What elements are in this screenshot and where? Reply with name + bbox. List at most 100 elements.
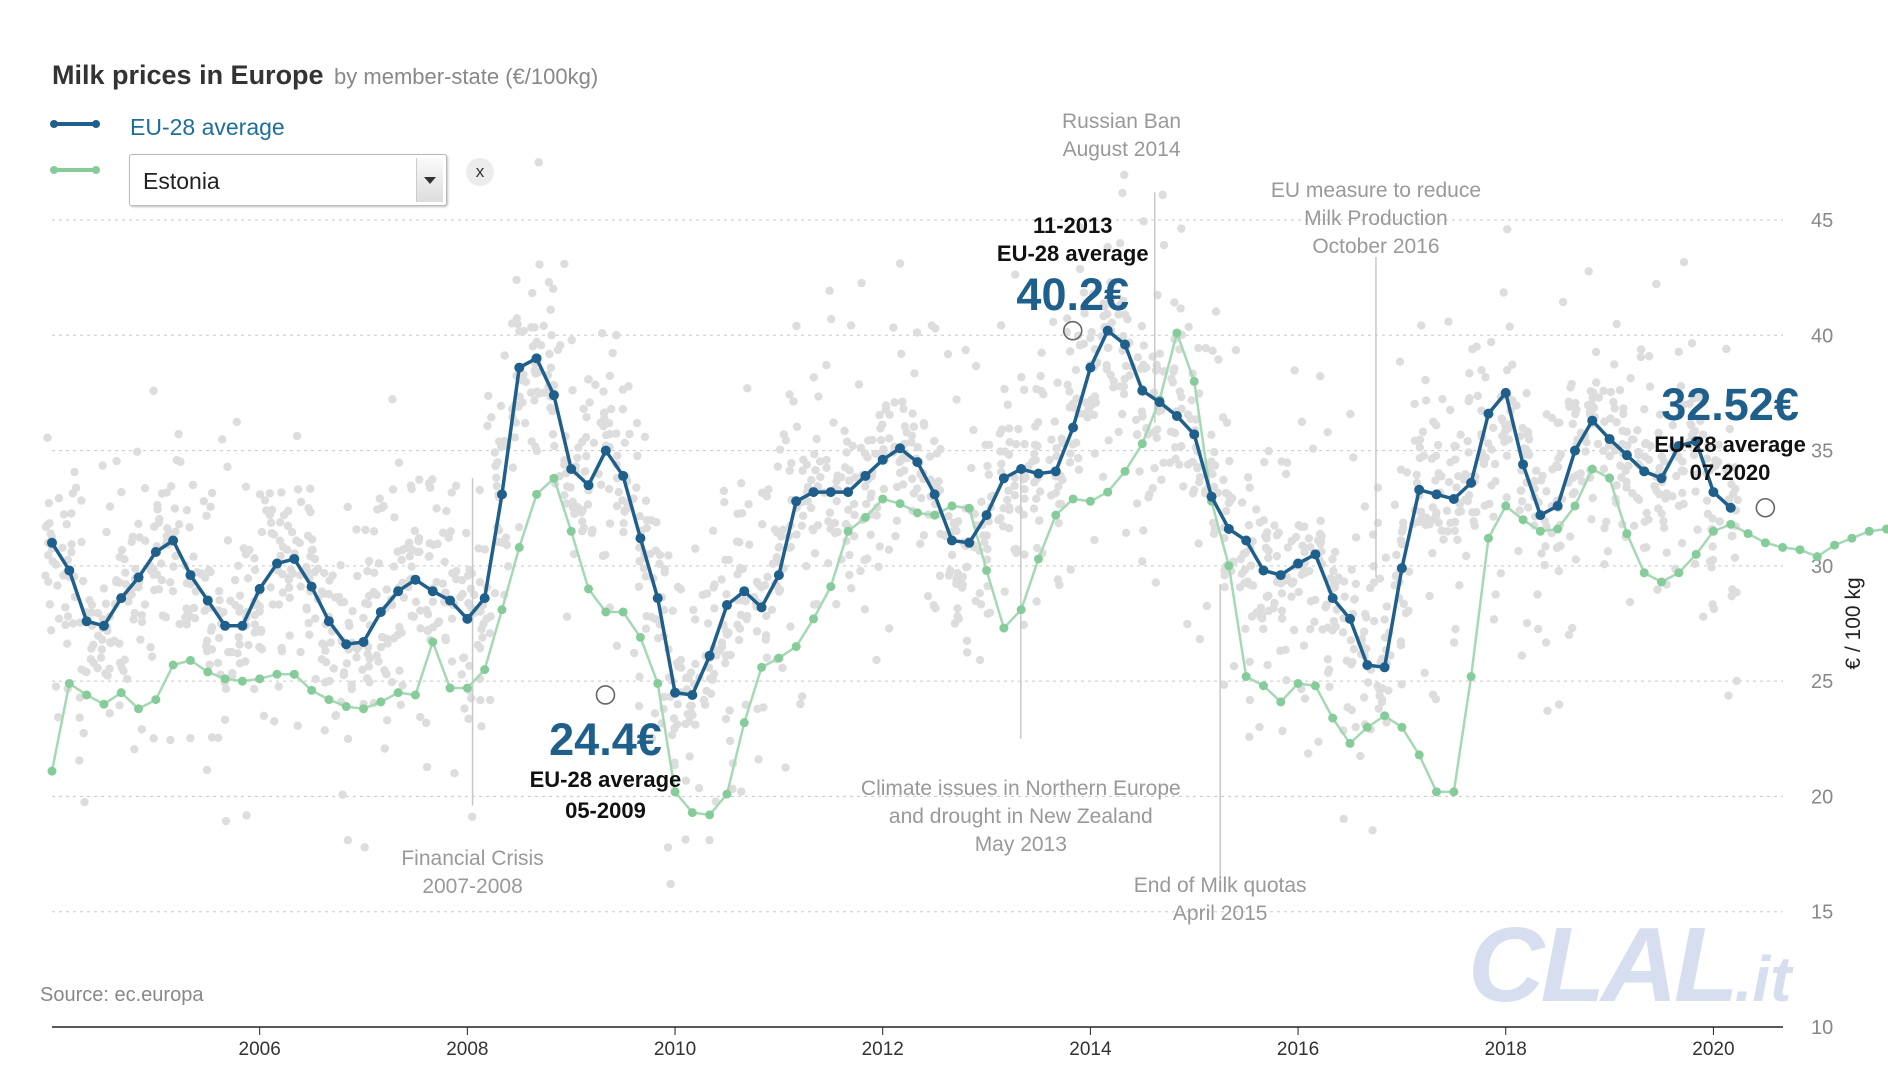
logo-main: CLAL [1468, 906, 1739, 1024]
callout-value: 32.52€ [1661, 379, 1799, 430]
background-point [1030, 440, 1040, 450]
background-point [596, 480, 606, 489]
background-point [703, 619, 713, 628]
background-point [1029, 504, 1039, 513]
background-point [1005, 437, 1014, 447]
background-point [394, 458, 404, 467]
background-point [1402, 468, 1412, 477]
background-point [588, 525, 597, 535]
background-point [1074, 465, 1084, 475]
eu-average-point [479, 593, 490, 604]
background-point [1541, 542, 1550, 551]
background-point [744, 500, 753, 509]
background-point [1659, 517, 1668, 526]
background-point [573, 453, 582, 462]
country-select[interactable]: Estonia [129, 154, 447, 206]
background-point [952, 526, 961, 536]
eu-average-point [1466, 477, 1477, 488]
background-point [1431, 451, 1441, 460]
x-tick-label: 2016 [1277, 1039, 1319, 1060]
background-point [432, 504, 441, 513]
background-point [67, 509, 76, 518]
background-point [322, 658, 331, 667]
background-point [1444, 477, 1454, 487]
background-point [1264, 446, 1273, 456]
background-point [775, 585, 785, 595]
eu-average-point [341, 639, 352, 650]
background-point [1603, 547, 1613, 556]
background-point [370, 568, 379, 577]
background-point [547, 330, 556, 340]
background-point [895, 468, 905, 478]
background-point [1054, 518, 1063, 528]
background-point [44, 498, 54, 508]
estonia-point [185, 655, 195, 665]
background-point [214, 587, 224, 596]
background-point [304, 618, 313, 628]
chevron-down-icon[interactable] [416, 158, 443, 202]
estonia-point [1120, 466, 1130, 476]
background-point [624, 382, 633, 391]
background-point [583, 500, 593, 509]
background-point [197, 569, 206, 578]
background-point [404, 538, 414, 548]
clear-country-button[interactable]: x [466, 158, 494, 186]
background-point [320, 640, 329, 650]
background-point [512, 275, 521, 285]
estonia-point [255, 674, 265, 684]
background-point [1032, 597, 1041, 606]
background-point [1260, 457, 1269, 467]
background-point [530, 323, 539, 332]
background-point [358, 665, 367, 674]
background-point [1219, 475, 1228, 485]
background-point [691, 659, 700, 669]
background-point [514, 523, 524, 532]
background-point [93, 663, 102, 673]
background-point [846, 321, 856, 330]
background-point [792, 422, 802, 431]
estonia-point [1466, 672, 1476, 682]
background-point [1139, 526, 1148, 535]
background-point [1219, 680, 1229, 689]
background-point [362, 674, 372, 683]
background-point [829, 418, 838, 427]
background-point [664, 551, 673, 560]
estonia-point [1293, 678, 1303, 688]
estonia-point [1570, 501, 1580, 511]
callout-label: EU-28 average [997, 241, 1149, 266]
estonia-point [1380, 711, 1390, 721]
eu-average-point [1431, 489, 1442, 500]
background-point [343, 835, 352, 845]
estonia-point [1778, 542, 1788, 552]
background-point [1615, 385, 1625, 395]
background-point [578, 505, 587, 515]
background-point [1547, 413, 1557, 423]
estonia-point [203, 667, 213, 677]
background-point [582, 451, 591, 461]
background-point [1398, 518, 1408, 527]
background-point [582, 412, 591, 422]
background-point [292, 431, 302, 441]
eu-average-point [652, 593, 663, 604]
background-point [157, 576, 167, 585]
background-point [1654, 504, 1663, 513]
estonia-point [237, 676, 247, 686]
background-point [1262, 592, 1271, 602]
background-point [912, 328, 922, 337]
background-point [1606, 387, 1616, 397]
background-point [1062, 314, 1072, 323]
background-point [1121, 361, 1131, 371]
background-point [62, 520, 71, 529]
background-point [414, 535, 423, 545]
background-point [1373, 483, 1383, 492]
background-point [387, 677, 396, 687]
background-point [1431, 511, 1441, 520]
background-point [500, 351, 509, 360]
background-point [862, 499, 871, 509]
background-point [619, 528, 628, 537]
estonia-point [1518, 515, 1528, 525]
background-point [875, 410, 884, 420]
background-point [444, 533, 453, 542]
background-point [980, 538, 989, 547]
background-point [365, 654, 374, 663]
